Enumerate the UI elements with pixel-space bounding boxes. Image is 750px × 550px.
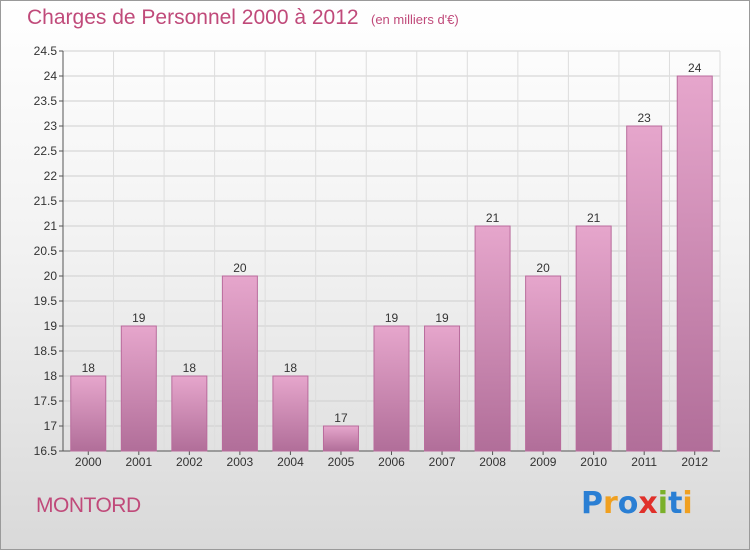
y-tick-label: 16.5 <box>34 444 58 458</box>
proxiti-logo: Proxiti <box>581 486 693 521</box>
y-tick-label: 24.5 <box>34 44 58 58</box>
x-tick-label: 2009 <box>530 455 557 469</box>
bar <box>424 325 461 452</box>
bar <box>322 425 359 452</box>
data-label: 24 <box>688 61 702 75</box>
x-tick-label: 2006 <box>378 455 405 469</box>
chart-title: Charges de Personnel 2000 à 2012 <box>27 6 359 29</box>
bar <box>575 225 612 452</box>
y-tick-label: 19 <box>44 319 58 333</box>
data-label: 20 <box>233 261 247 275</box>
y-tick-label: 23 <box>44 119 58 133</box>
y-tick-label: 19.5 <box>34 294 58 308</box>
data-label: 19 <box>132 311 146 325</box>
bar <box>171 375 208 452</box>
x-tick-label: 2001 <box>125 455 152 469</box>
logo-letter: i <box>657 486 669 521</box>
y-tick-label: 20 <box>44 269 58 283</box>
logo-letter: P <box>581 486 603 521</box>
bar <box>474 225 511 452</box>
x-tick-label: 2011 <box>631 455 657 469</box>
bar <box>676 75 713 452</box>
bars <box>70 75 713 452</box>
y-tick-label: 17.5 <box>34 394 58 408</box>
logo-letter: i <box>682 486 693 521</box>
data-label: 20 <box>536 261 550 275</box>
logo-letter: o <box>617 486 639 521</box>
y-tick-label: 17 <box>44 419 58 433</box>
bar <box>70 375 107 452</box>
data-label: 21 <box>486 211 500 225</box>
x-tick-label: 2010 <box>580 455 607 469</box>
x-tick-label: 2003 <box>227 455 254 469</box>
x-tick-label: 2008 <box>479 455 506 469</box>
x-tick-label: 2007 <box>429 455 456 469</box>
bar <box>626 125 663 452</box>
bar <box>525 275 562 452</box>
logo-letter: t <box>668 486 683 521</box>
y-tick-label: 20.5 <box>34 244 58 258</box>
logo-letter: x <box>638 486 658 521</box>
data-label: 19 <box>435 311 449 325</box>
x-tick-label: 2012 <box>681 455 708 469</box>
data-label: 17 <box>334 411 348 425</box>
data-label: 18 <box>183 361 197 375</box>
x-tick-label: 2005 <box>328 455 355 469</box>
x-tick-label: 2004 <box>277 455 304 469</box>
commune-name: MONTORD <box>36 494 141 517</box>
y-tick-label: 18.5 <box>34 344 58 358</box>
bar <box>221 275 258 452</box>
y-tick-label: 22 <box>44 169 58 183</box>
y-tick-label: 24 <box>44 69 58 83</box>
chart-subtitle: (en milliers d'€) <box>371 12 459 27</box>
y-tick-label: 18 <box>44 369 58 383</box>
y-tick-label: 21.5 <box>34 194 58 208</box>
data-label: 21 <box>587 211 601 225</box>
data-label: 19 <box>385 311 399 325</box>
data-label: 18 <box>82 361 96 375</box>
x-tick-label: 2002 <box>176 455 203 469</box>
bar <box>120 325 157 452</box>
bar <box>272 375 309 452</box>
data-label: 18 <box>284 361 298 375</box>
labels: 16.5 17 17.5 18 18.5 19 19.5 20 20.5 21 21.5 22 22.5… <box>34 44 709 469</box>
logo-letter: r <box>603 486 618 521</box>
y-tick-label: 21 <box>44 219 58 233</box>
bar <box>373 325 410 452</box>
x-tick-label: 2000 <box>75 455 102 469</box>
y-tick-label: 23.5 <box>34 94 58 108</box>
y-tick-label: 22.5 <box>34 144 58 158</box>
data-label: 23 <box>638 111 652 125</box>
